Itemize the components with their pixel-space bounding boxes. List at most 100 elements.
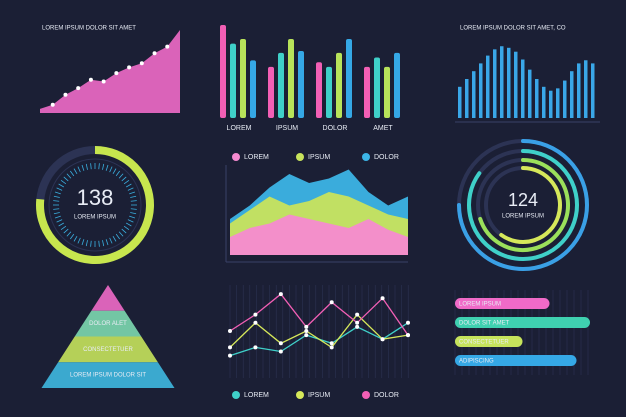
hbar-label: LOREM IPSUM bbox=[459, 302, 501, 308]
bar bbox=[316, 62, 322, 118]
legend-swatch bbox=[232, 391, 240, 399]
point bbox=[228, 345, 232, 350]
point bbox=[50, 102, 55, 107]
gauge-tick bbox=[77, 237, 81, 244]
legend-label: IPSUM bbox=[308, 154, 330, 161]
pyramid-level bbox=[41, 362, 175, 388]
gauge-tick bbox=[109, 237, 113, 244]
gauge-tick bbox=[118, 173, 124, 179]
bar bbox=[220, 25, 226, 118]
point bbox=[304, 324, 309, 329]
pyramid-level bbox=[58, 336, 158, 363]
bar bbox=[584, 60, 588, 118]
gauge-inner bbox=[48, 158, 142, 252]
point bbox=[253, 345, 258, 350]
gauge-tick bbox=[58, 222, 65, 227]
hbar bbox=[455, 317, 590, 328]
point bbox=[165, 44, 170, 49]
gauge-tick bbox=[63, 228, 69, 234]
x-tick-label: IPSUM bbox=[276, 125, 298, 132]
gauge-tick bbox=[60, 179, 67, 185]
gauge-tick bbox=[69, 233, 75, 240]
point bbox=[127, 65, 132, 70]
bar bbox=[521, 59, 525, 118]
bar bbox=[479, 63, 483, 118]
gauge-tick bbox=[112, 168, 117, 175]
gauge-tick bbox=[130, 208, 137, 210]
gauge-tick bbox=[105, 239, 109, 246]
bar bbox=[556, 88, 560, 118]
gauge-tick bbox=[60, 225, 67, 231]
gauge-tick bbox=[53, 200, 60, 202]
point bbox=[380, 337, 385, 342]
bar bbox=[250, 60, 256, 118]
bar bbox=[514, 51, 518, 119]
bar bbox=[486, 55, 490, 118]
point bbox=[228, 353, 232, 358]
gauge-tick bbox=[105, 164, 109, 171]
area bbox=[230, 214, 408, 255]
hbar bbox=[455, 355, 577, 366]
line bbox=[229, 313, 409, 349]
point bbox=[278, 292, 283, 297]
x-tick-label: LOREM bbox=[227, 125, 252, 132]
point bbox=[329, 300, 334, 305]
point bbox=[253, 312, 258, 317]
bar bbox=[298, 51, 304, 118]
pyramid-level bbox=[91, 285, 125, 311]
point bbox=[329, 345, 334, 350]
pyramid-label: CONSECTETUER bbox=[83, 347, 133, 353]
gauge-tick bbox=[127, 187, 134, 191]
point bbox=[355, 320, 360, 325]
gauge-tick bbox=[125, 222, 132, 227]
bar bbox=[458, 86, 462, 118]
bar bbox=[394, 52, 400, 118]
gauge-tick bbox=[121, 228, 127, 234]
hbar-label: CONSECTETUER bbox=[459, 340, 509, 346]
gauge-tick bbox=[118, 231, 124, 237]
gauge-tick bbox=[81, 164, 85, 171]
bar bbox=[278, 52, 284, 118]
gauge-tick bbox=[112, 235, 117, 242]
gauge-tick bbox=[127, 219, 134, 223]
bar bbox=[549, 90, 553, 118]
gauge-tick bbox=[53, 195, 60, 198]
legend-swatch bbox=[296, 391, 304, 399]
gauge-subtitle: LOREM IPSUM bbox=[74, 215, 116, 221]
gauge-tick bbox=[115, 233, 121, 240]
bar bbox=[472, 71, 476, 118]
gauge-tick bbox=[53, 212, 60, 215]
gauge-tick bbox=[73, 235, 78, 242]
bar bbox=[240, 38, 246, 119]
rings-subtitle: LOREM IPSUM bbox=[502, 214, 544, 220]
gauge-tick bbox=[102, 163, 105, 170]
bar bbox=[570, 71, 574, 118]
point bbox=[152, 51, 157, 56]
point bbox=[63, 92, 68, 97]
point bbox=[88, 77, 93, 82]
point bbox=[253, 320, 258, 325]
point bbox=[278, 341, 283, 346]
bar bbox=[384, 66, 390, 118]
gauge-tick bbox=[69, 170, 75, 177]
pyramid-label: DOLOR ALET bbox=[89, 321, 127, 327]
gauge-tick bbox=[58, 183, 65, 188]
gauge-tick bbox=[130, 212, 137, 215]
x-tick-label: AMET bbox=[373, 125, 393, 132]
hbar-label: ADIPISCING bbox=[459, 359, 494, 365]
bar bbox=[563, 80, 567, 118]
gauge-tick bbox=[123, 179, 130, 185]
gauge-tick bbox=[98, 240, 100, 247]
gauge-tick bbox=[115, 170, 121, 177]
legend-swatch bbox=[296, 153, 304, 161]
bar bbox=[591, 63, 595, 118]
gauge-tick bbox=[85, 240, 88, 247]
bar bbox=[374, 57, 380, 118]
gauge-tick bbox=[54, 191, 61, 195]
bar bbox=[507, 47, 511, 118]
gauge-tick bbox=[130, 200, 137, 202]
ring bbox=[478, 158, 570, 252]
bar bbox=[326, 66, 332, 118]
bar bbox=[465, 79, 469, 118]
